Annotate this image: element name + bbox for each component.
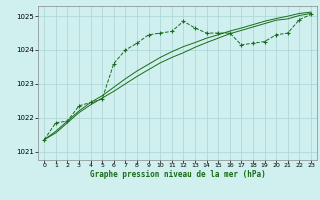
X-axis label: Graphe pression niveau de la mer (hPa): Graphe pression niveau de la mer (hPa) — [90, 170, 266, 179]
